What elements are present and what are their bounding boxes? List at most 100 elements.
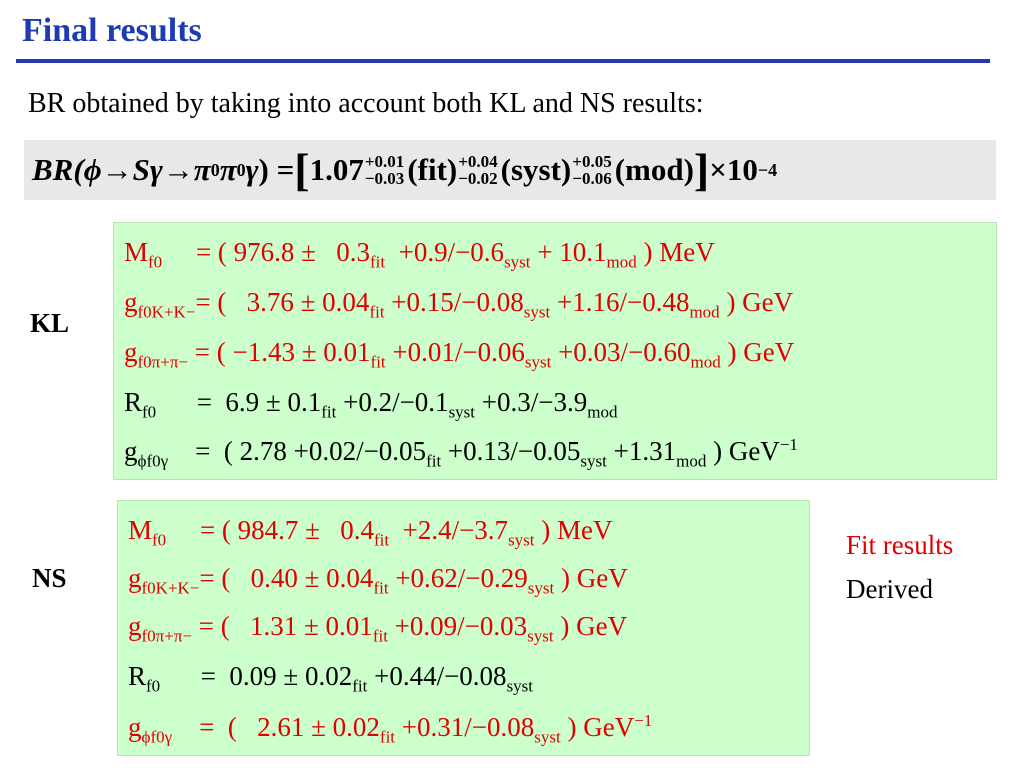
row-sub-syst: syst	[580, 451, 607, 471]
row-sub-fit: fit	[352, 676, 368, 696]
row-sub-syst: syst	[534, 727, 561, 747]
row-text: +0.03/−0.60	[551, 337, 691, 367]
formula-arrow-1: →	[101, 152, 133, 187]
formula-pi-2: π	[219, 152, 237, 187]
row-text: +1.31	[606, 436, 677, 466]
fit-plus: +0.01	[364, 152, 405, 171]
fit-minus: −0.03	[364, 169, 405, 188]
ns-row-gkk: gf0K+K−= ( 0.40 ± 0.04fit +0.62/−0.29sys…	[128, 563, 628, 598]
row-symbol: g	[124, 287, 138, 317]
ns-row-mass: Mf0 = ( 984.7 ± 0.4fit +2.4/−3.7syst ) M…	[128, 515, 613, 550]
formula-open-bracket: [	[294, 144, 310, 195]
row-text: +0.44/−0.08	[367, 661, 507, 691]
row-symbol: g	[124, 337, 138, 367]
legend-fit-results: Fit results	[846, 530, 954, 560]
row-text: = ( 1.31 ± 0.01	[192, 611, 373, 641]
row-symbol-sub: f0K+K−	[137, 302, 196, 322]
fit-uncertainty: +0.01 −0.03	[365, 153, 404, 187]
row-text: ) GeV	[720, 337, 795, 367]
syst-minus: −0.02	[458, 169, 498, 188]
kl-label: KL	[30, 308, 70, 338]
row-symbol-sub: f0π+π−	[141, 626, 193, 646]
row-symbol: g	[124, 436, 138, 466]
row-sup: −1	[779, 435, 798, 454]
row-symbol-sub: f0	[152, 530, 167, 550]
legend-derived: Derived	[846, 574, 933, 604]
ns-row-ratio: Rf0 = 0.09 ± 0.02fit +0.44/−0.08syst	[128, 661, 533, 696]
row-symbol-sub: f0π+π−	[137, 352, 189, 372]
row-sub-fit: fit	[373, 530, 390, 550]
kl-row-gpipi: gf0π+π− = ( −1.43 ± 0.01fit +0.01/−0.06s…	[124, 337, 794, 372]
row-text: = ( 3.76 ± 0.04	[195, 287, 370, 317]
row-text: +0.09/−0.03	[387, 611, 528, 641]
row-text: = ( 0.40 ± 0.04	[199, 563, 374, 593]
ns-results-box: Mf0 = ( 984.7 ± 0.4fit +2.4/−3.7syst ) M…	[117, 500, 810, 756]
formula-phi: ϕ	[83, 152, 102, 187]
row-symbol: R	[128, 661, 147, 691]
formula-sup-zero-2: 0	[236, 159, 246, 180]
formula-times: ×10	[709, 152, 758, 187]
mod-minus: −0.06	[572, 169, 612, 188]
row-text: +0.13/−0.05	[441, 436, 581, 466]
row-sub-fit: fit	[321, 402, 337, 422]
row-text: = ( 976.8 ± 0.3	[162, 237, 370, 267]
kl-row-gphi: gϕf0γ = ( 2.78 +0.02/−0.05fit +0.13/−0.0…	[124, 435, 798, 471]
row-text: ) GeV	[706, 436, 780, 466]
row-sub-mod: mod	[676, 451, 707, 471]
syst-label: (syst)	[500, 152, 572, 187]
row-sub-fit: fit	[379, 727, 396, 747]
row-text: +0.15/−0.08	[384, 287, 524, 317]
row-symbol: g	[128, 611, 142, 641]
formula-close-bracket: ]	[693, 144, 710, 195]
kl-row-ratio: Rf0 = 6.9 ± 0.1fit +0.2/−0.1syst +0.3/−3…	[124, 387, 617, 422]
row-symbol-sub: ϕf0γ	[141, 727, 173, 747]
kl-results-box: Mf0 = ( 976.8 ± 0.3fit +0.9/−0.6syst + 1…	[113, 222, 997, 480]
row-symbol-sub: f0	[146, 676, 161, 696]
row-sub-syst: syst	[527, 626, 554, 646]
ns-label: NS	[32, 563, 67, 593]
row-text: = ( 2.78 +0.02/−0.05	[168, 436, 427, 466]
row-sub-syst: syst	[508, 530, 535, 550]
ns-row-gphi: gϕf0γ = ( 2.61 ± 0.02fit +0.31/−0.08syst…	[128, 711, 652, 747]
row-text: ) GeV	[554, 563, 628, 593]
row-sub-fit: fit	[370, 352, 386, 372]
row-symbol: R	[124, 387, 143, 417]
row-symbol: M	[124, 237, 149, 267]
formula-pi-1: π	[193, 152, 211, 187]
formula-value: 1.07	[309, 152, 364, 187]
row-sub-syst: syst	[527, 578, 555, 598]
row-symbol-sub: f0	[142, 402, 157, 422]
row-text: = ( 2.61 ± 0.02	[172, 712, 380, 742]
formula-arrow-2: →	[162, 152, 194, 187]
row-text: +0.3/−3.9	[475, 387, 588, 417]
row-text: = 0.09 ± 0.02	[160, 661, 353, 691]
ns-row-gpipi: gf0π+π− = ( 1.31 ± 0.01fit +0.09/−0.03sy…	[128, 611, 627, 646]
row-symbol-sub: ϕf0γ	[137, 451, 169, 471]
formula-sup-zero-1: 0	[210, 159, 220, 180]
row-sub-mod: mod	[690, 352, 721, 372]
kl-row-mass: Mf0 = ( 976.8 ± 0.3fit +0.9/−0.6syst + 1…	[124, 237, 715, 272]
syst-plus: +0.04	[458, 152, 498, 171]
row-text: ) MeV	[636, 237, 715, 267]
row-symbol-sub: f0K+K−	[141, 578, 200, 598]
row-symbol: g	[128, 563, 142, 593]
row-sub-syst: syst	[448, 402, 476, 422]
row-symbol: g	[128, 712, 142, 742]
row-sub-syst: syst	[523, 302, 551, 322]
row-sub-fit: fit	[369, 252, 386, 272]
formula-s-gamma: Sγ	[132, 152, 163, 187]
row-symbol: M	[128, 515, 153, 545]
row-text: + 10.1	[530, 237, 607, 267]
row-text: ) GeV	[560, 712, 635, 742]
formula-gamma: γ	[245, 152, 259, 187]
row-sub-syst: syst	[504, 252, 531, 272]
formula-exponent: −4	[757, 159, 778, 180]
mod-label: (mod)	[614, 152, 694, 187]
row-text: ) GeV	[553, 611, 628, 641]
row-text: +0.2/−0.1	[336, 387, 449, 417]
row-sub-fit: fit	[372, 626, 388, 646]
row-sub-mod: mod	[587, 402, 618, 422]
row-symbol-sub: f0	[148, 252, 163, 272]
